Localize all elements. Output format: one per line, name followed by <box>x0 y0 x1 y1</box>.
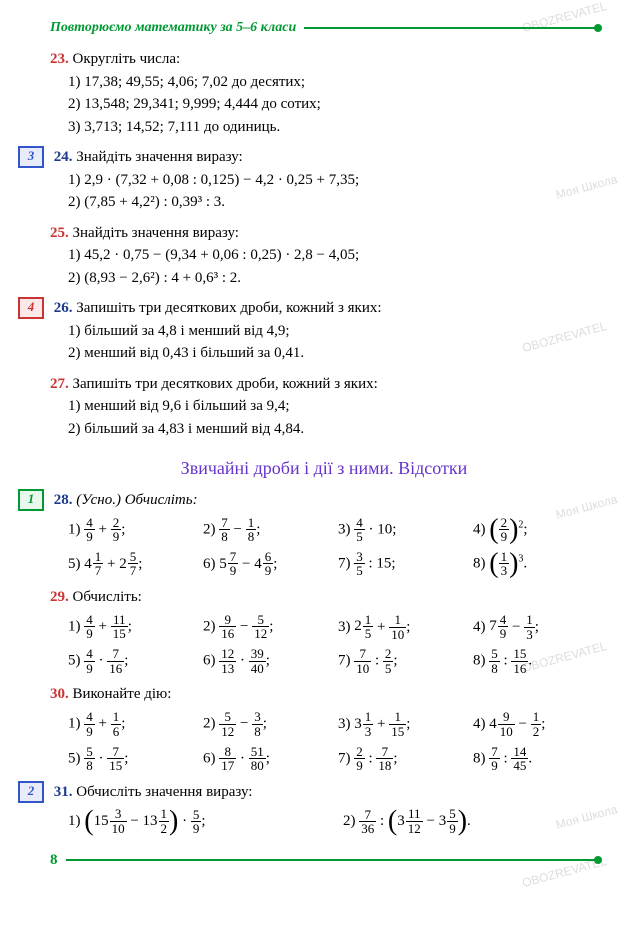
problem-30: 30. Виконайте дію: 1) 49 + 16; 2) 512 − … <box>50 683 598 772</box>
sub-line: 1) 17,38; 49,55; 4,06; 7,02 до десятих; <box>68 71 598 94</box>
problem-number: 25. <box>50 225 69 241</box>
sub-line: 1) більший за 4,8 і менший від 4,9; <box>68 320 598 343</box>
problem-text: Знайдіть значення виразу: <box>76 149 242 165</box>
problem-31: 2 31. Обчисліть значення виразу: 1) (153… <box>50 781 598 836</box>
problem-number: 31. <box>54 784 73 800</box>
section-title: Звичайні дроби і дії з ними. Відсотки <box>50 458 598 479</box>
difficulty-marker: 3 <box>18 146 44 168</box>
problem-text: Запишіть три десяткових дроби, кожний з … <box>76 300 381 316</box>
problem-text: Обчисліть: <box>73 589 142 605</box>
problem-text: Виконайте дію: <box>73 686 172 702</box>
sub-line: 2) 13,548; 29,341; 9,999; 4,444 до сотих… <box>68 93 598 116</box>
problem-number: 29. <box>50 589 69 605</box>
difficulty-marker: 1 <box>18 489 44 511</box>
problem-29: 29. Обчисліть: 1) 49 + 1115; 2) 916 − 51… <box>50 586 598 675</box>
page-header: Повторюємо математику за 5–6 класи <box>50 20 598 36</box>
problem-number: 30. <box>50 686 69 702</box>
sub-line: 1) менший від 9,6 і більший за 9,4; <box>68 395 598 418</box>
difficulty-marker: 2 <box>18 781 44 803</box>
sub-line: 2) (7,85 + 4,2²) : 0,39³ : 3. <box>68 191 598 214</box>
problem-25: 25. Знайдіть значення виразу: 1) 45,2 · … <box>50 222 598 290</box>
expression-grid: 1) (15310 − 1312) · 59; 2) 736 : (31112 … <box>68 807 598 836</box>
expression-grid: 1) 49 + 1115; 2) 916 − 512; 3) 215 + 110… <box>68 613 598 676</box>
problem-number: 24. <box>54 149 73 165</box>
footer-rule <box>66 859 599 861</box>
textbook-page: OBOZREVATEL Моя Школа OBOZREVATEL Моя Шк… <box>0 0 638 889</box>
problem-number: 27. <box>50 376 69 392</box>
sub-line: 2) менший від 0,43 і більший за 0,41. <box>68 342 598 365</box>
sub-line: 1) 2,9 · (7,32 + 0,08 : 0,125) − 4,2 · 0… <box>68 169 598 192</box>
problem-27: 27. Запишіть три десяткових дроби, кожни… <box>50 373 598 441</box>
problem-number: 28. <box>54 492 73 508</box>
sub-line: 2) більший за 4,83 і менший від 4,84. <box>68 418 598 441</box>
problem-23: 23. Округліть числа: 1) 17,38; 49,55; 4,… <box>50 48 598 138</box>
problem-text: Запишіть три десяткових дроби, кожний з … <box>73 376 378 392</box>
expression-grid: 1) 49 + 29; 2) 78 − 18; 3) 45 · 10; 4) (… <box>68 516 598 579</box>
sub-line: 2) (8,93 − 2,6²) : 4 + 0,6³ : 2. <box>68 267 598 290</box>
problem-text: Обчисліть значення виразу: <box>76 784 252 800</box>
page-number: 8 <box>50 852 58 869</box>
header-rule <box>304 27 598 29</box>
problem-number: 23. <box>50 51 69 67</box>
expression-grid: 1) 49 + 16; 2) 512 − 38; 3) 313 + 115; 4… <box>68 710 598 773</box>
problem-28: 1 28. (Усно.) Обчисліть: 1) 49 + 29; 2) … <box>50 489 598 578</box>
difficulty-marker: 4 <box>18 297 44 319</box>
header-title: Повторюємо математику за 5–6 класи <box>50 20 296 36</box>
problem-number: 26. <box>54 300 73 316</box>
sub-line: 1) 45,2 · 0,75 − (9,34 + 0,06 : 0,25) · … <box>68 244 598 267</box>
sub-line: 3) 3,713; 14,52; 7,111 до одиниць. <box>68 116 598 139</box>
problem-24: 3 24. Знайдіть значення виразу: 1) 2,9 ·… <box>50 146 598 214</box>
page-footer: 8 <box>50 852 598 869</box>
problem-text: (Усно.) Обчисліть: <box>76 492 197 508</box>
problem-text: Знайдіть значення виразу: <box>73 225 239 241</box>
problem-text: Округліть числа: <box>73 51 181 67</box>
problem-26: 4 26. Запишіть три десяткових дроби, кож… <box>50 297 598 365</box>
